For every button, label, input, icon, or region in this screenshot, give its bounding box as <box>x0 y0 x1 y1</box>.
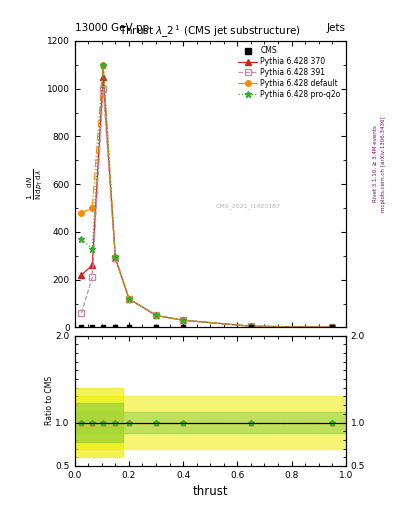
Text: 13000 GeV pp: 13000 GeV pp <box>75 23 149 33</box>
Y-axis label: Ratio to CMS: Ratio to CMS <box>45 376 54 425</box>
Point <box>112 323 119 331</box>
Point <box>248 323 254 331</box>
Point <box>180 323 186 331</box>
Point <box>89 323 95 331</box>
Text: Rivet 3.1.10, ≥ 3.4M events: Rivet 3.1.10, ≥ 3.4M events <box>373 125 378 202</box>
Point <box>329 323 335 331</box>
Point <box>153 323 159 331</box>
Text: Jets: Jets <box>327 23 346 33</box>
Point <box>78 323 84 331</box>
Legend: CMS, Pythia 6.428 370, Pythia 6.428 391, Pythia 6.428 default, Pythia 6.428 pro-: CMS, Pythia 6.428 370, Pythia 6.428 391,… <box>237 45 342 100</box>
Point <box>126 323 132 331</box>
Text: CMS_2021_I1920187: CMS_2021_I1920187 <box>216 203 281 209</box>
X-axis label: thrust: thrust <box>193 485 228 498</box>
Y-axis label: $\frac{1}{\mathrm{N}} \frac{\mathrm{d}N}{\mathrm{d}p_\mathrm{T}\,\mathrm{d}\lamb: $\frac{1}{\mathrm{N}} \frac{\mathrm{d}N}… <box>26 168 46 200</box>
Title: Thrust $\lambda\_2^{\,1}$ (CMS jet substructure): Thrust $\lambda\_2^{\,1}$ (CMS jet subst… <box>119 24 301 40</box>
Text: mcplots.cern.ch [arXiv:1306.3436]: mcplots.cern.ch [arXiv:1306.3436] <box>381 116 386 211</box>
Point <box>100 323 106 331</box>
